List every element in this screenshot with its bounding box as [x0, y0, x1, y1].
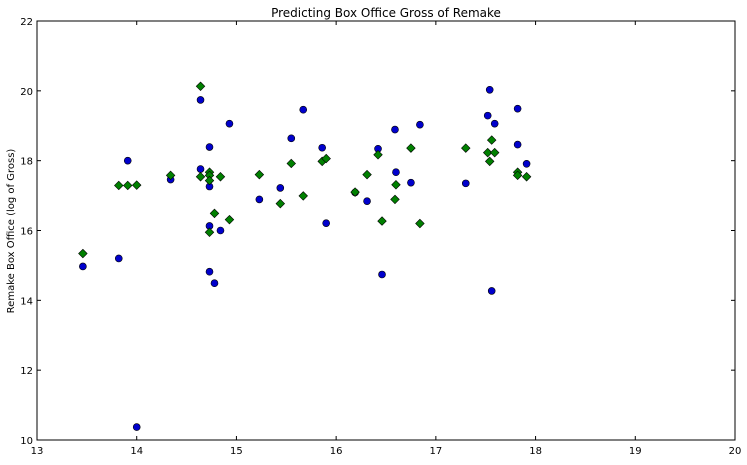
data-point-circle [196, 96, 205, 104]
data-point-circle [255, 195, 264, 204]
data-point-circle [483, 111, 492, 120]
data-point-diamond [254, 169, 265, 180]
data-point-diamond [390, 194, 400, 205]
x-tick-label: 20 [729, 446, 742, 457]
data-point-circle [461, 179, 470, 188]
data-point-diamond [131, 180, 142, 190]
x-tick-label: 16 [330, 446, 343, 457]
data-point-diamond [377, 216, 387, 226]
data-point-diamond [215, 172, 226, 182]
data-point-circle [392, 168, 400, 176]
data-point-diamond [521, 172, 532, 182]
y-tick-label: 20 [20, 87, 33, 98]
data-point-circle [114, 254, 123, 263]
data-point-diamond [298, 191, 308, 201]
data-point-circle [225, 119, 234, 128]
data-point-circle [391, 125, 399, 134]
data-point-diamond [512, 170, 523, 181]
data-point-circle [132, 423, 141, 431]
x-tick-label: 15 [230, 446, 243, 457]
data-points [78, 81, 532, 431]
x-tick-label: 14 [130, 446, 143, 457]
data-point-circle [196, 165, 205, 173]
data-point-circle [322, 219, 330, 227]
data-point-circle [513, 140, 522, 149]
y-axis-label: Remake Box Office (log of Gross) [6, 149, 17, 314]
data-point-diamond [165, 170, 176, 181]
x-tick-label: 18 [529, 446, 542, 457]
data-point-diamond [123, 180, 133, 191]
y-tick-label: 14 [20, 296, 33, 307]
data-point-circle [522, 160, 531, 168]
data-point-diamond [321, 153, 331, 164]
data-point-diamond [486, 135, 497, 145]
data-point-diamond [350, 187, 360, 197]
data-point-diamond [224, 214, 235, 225]
plot-frame [36, 20, 736, 441]
data-point-diamond [114, 180, 124, 191]
data-point-diamond [484, 156, 495, 167]
data-point-diamond [482, 147, 493, 158]
data-point-circle [205, 267, 214, 276]
data-point-diamond [78, 248, 88, 259]
data-point-circle [205, 143, 214, 151]
data-point-circle [79, 262, 87, 271]
data-point-circle [216, 226, 225, 235]
data-point-diamond [204, 227, 215, 237]
data-point-diamond [461, 143, 471, 153]
data-point-circle [318, 143, 326, 152]
x-tick-label: 19 [629, 446, 642, 457]
data-point-circle [287, 134, 296, 143]
chart-title: Predicting Box Office Gross of Remake [271, 6, 501, 20]
series-1 [79, 85, 531, 431]
data-point-circle [363, 197, 371, 205]
data-point-circle [407, 178, 415, 187]
data-point-diamond [195, 172, 206, 182]
series-2 [78, 81, 532, 259]
data-point-circle [490, 119, 499, 128]
data-point-circle [487, 287, 496, 295]
axis-ticks: 13 14 15 16 17 18 19 20 10 12 14 16 18 20 22 [20, 17, 741, 457]
data-point-diamond [195, 81, 206, 92]
data-point-circle [276, 184, 285, 192]
data-point-diamond [362, 169, 372, 180]
data-point-diamond [286, 158, 296, 169]
data-point-diamond [204, 175, 215, 186]
y-tick-label: 16 [20, 227, 33, 238]
data-point-circle [378, 270, 386, 279]
data-point-circle [513, 104, 522, 113]
data-point-diamond [415, 218, 425, 229]
y-tick-label: 12 [20, 366, 33, 377]
x-tick-label: 13 [31, 446, 44, 457]
data-point-diamond [209, 208, 220, 219]
y-tick-label: 22 [20, 17, 33, 28]
data-point-circle [485, 85, 494, 94]
data-point-diamond [489, 147, 500, 158]
y-tick-label: 10 [20, 436, 33, 447]
y-tick-label: 18 [20, 157, 33, 168]
data-point-circle [299, 105, 308, 114]
data-point-diamond [275, 198, 286, 209]
data-point-circle [210, 279, 219, 288]
data-point-circle [123, 156, 132, 165]
data-point-diamond [373, 150, 383, 160]
data-point-circle [416, 120, 424, 129]
data-point-diamond [406, 143, 416, 153]
x-tick-label: 17 [429, 446, 442, 457]
data-point-diamond [391, 180, 401, 190]
